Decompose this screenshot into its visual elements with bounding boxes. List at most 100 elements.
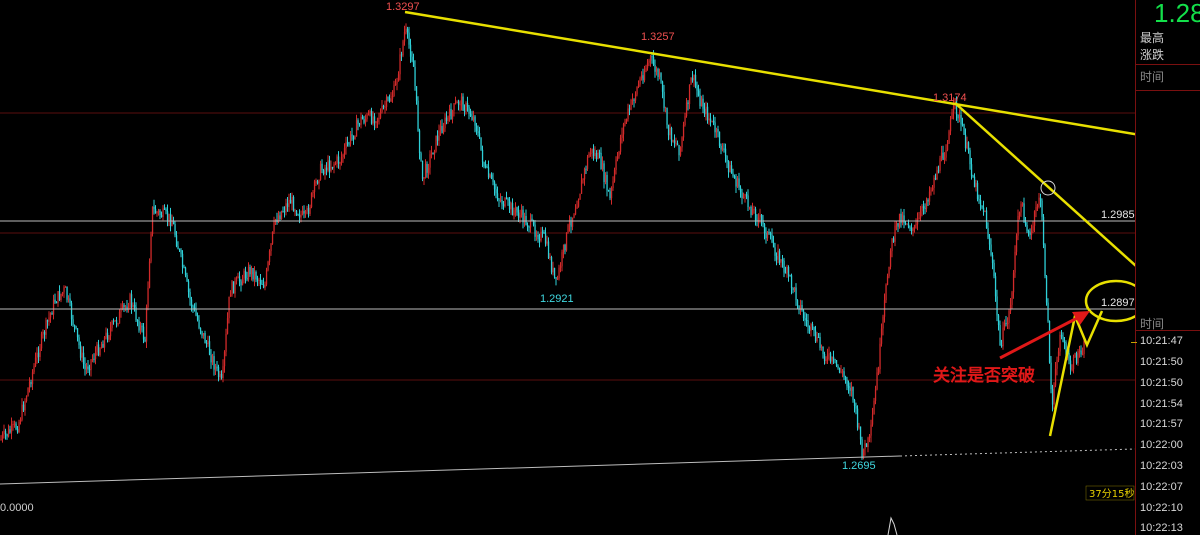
candle-body [607,190,610,192]
candle-body [1009,304,1012,312]
price-chart[interactable]: 1.2985 1.2897 关注是否突破 1.3297 1.3257 1.3174 1.… [0,0,1135,535]
price-line-label: 1.2897 [1101,297,1135,309]
time-header: 时间 [1140,317,1165,331]
candle-body [681,137,683,148]
candle-body [882,316,884,329]
candle-body [214,366,217,370]
candle-body [775,256,778,260]
candle-body [1072,357,1075,370]
candle-body [165,209,167,212]
panel-divider [1136,90,1200,91]
candle-body [648,60,650,63]
candle-body [13,423,16,425]
candle-body [322,170,325,175]
candle-body [970,164,973,176]
candle-body [288,199,290,207]
candle-body [454,103,457,105]
candle-body [855,406,857,409]
candle-body [121,304,124,309]
candle-body [237,276,239,279]
candle-body [820,346,823,348]
candle-body [822,346,824,354]
candle-body [459,104,461,106]
candle-body [940,152,943,159]
candle-body [831,356,833,362]
candle-body [613,169,616,182]
candle-body [277,215,280,223]
candle-body [805,320,808,321]
candle-body [1036,205,1039,207]
candle-body [318,179,320,184]
chart-canvas[interactable]: 1.2985 1.2897 关注是否突破 1.3297 1.3257 1.3174 1.… [0,0,1135,535]
time-tick-label: 10:22:00 [1140,439,1183,451]
candle-body [867,437,869,447]
candle-body [826,354,829,360]
candle-body [582,179,584,181]
candle-body [885,284,887,301]
candle-body [474,116,476,126]
annotation-arrowhead [1072,311,1090,325]
candle-body [967,142,970,151]
candle-body [996,296,998,316]
candle-body [945,150,947,158]
candle-body [973,176,976,187]
candle-body [933,177,935,188]
projection-path [1048,310,1104,437]
candle-body [499,199,502,201]
candle-body [481,149,484,163]
candle-body [282,211,284,213]
candle-body [18,422,20,433]
candle-body [117,323,119,325]
candle-body [817,336,820,338]
candle-body [876,372,878,390]
candle-body [636,87,638,95]
candle-body [819,337,821,348]
candle-body [927,199,929,202]
candle-body [7,429,10,437]
candle-body [384,106,386,108]
candle-body [642,75,644,81]
candle-body [532,220,535,225]
candle-body [1077,351,1079,364]
candle-body [1050,362,1052,389]
candle-body [640,75,643,79]
candle-body [496,193,499,200]
candle-body [564,244,566,251]
candle-body [571,217,574,227]
candle-body [93,358,95,360]
candle-body [954,98,956,104]
extreme-label: 1.3297 [386,1,420,13]
candle-body [258,279,260,281]
candle-body [694,74,697,86]
candle-body [240,281,242,286]
candle-body [870,424,872,436]
candle-body [16,429,19,433]
candle-body [352,135,355,140]
candle-body [664,107,667,109]
candle-body [379,112,382,118]
candle-body [486,166,488,168]
candle-body [201,331,203,336]
candle-body [273,220,275,232]
candle-body [661,81,664,92]
candle-body [634,94,637,101]
candle-body [559,266,562,268]
candle-body [244,270,247,279]
candle-body [903,215,905,224]
candle-body [727,161,730,173]
candle-body [886,276,889,285]
candle-body [679,147,682,156]
candle-body [307,208,310,214]
candle-body [118,311,121,324]
candle-body [1015,235,1018,252]
candle-body [703,108,706,115]
candle-body [732,173,734,176]
candle-body [1060,334,1063,337]
candle-body [714,122,716,133]
candle-body [1014,251,1016,273]
candle-body [295,210,298,215]
candle-body [213,356,215,370]
candle-body [568,221,571,226]
candle-body [19,419,22,422]
candle-body [976,182,979,200]
